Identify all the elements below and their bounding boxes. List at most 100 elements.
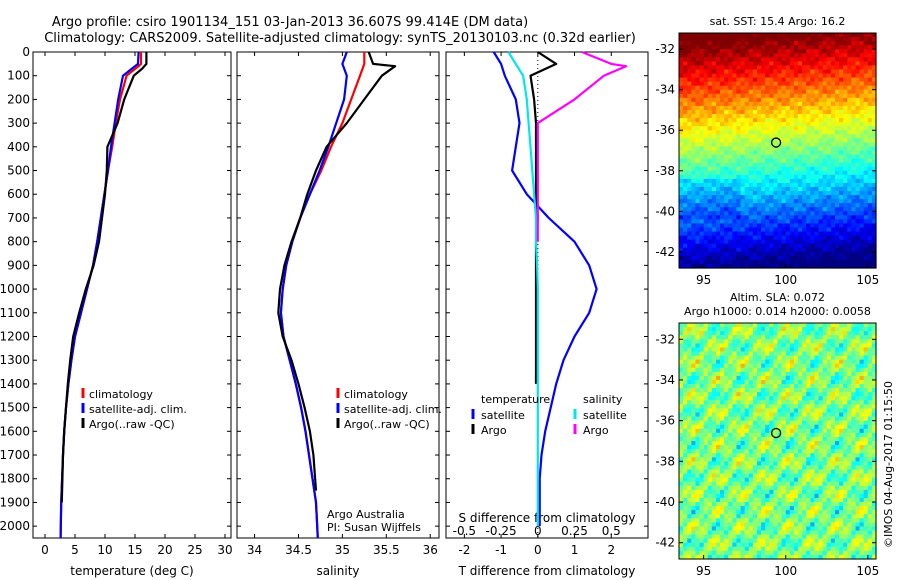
heatmap-cell: [826, 404, 832, 410]
heatmap-cell: [728, 323, 733, 328]
heatmap-cell: [748, 142, 754, 148]
heatmap-cell: [851, 195, 857, 200]
heatmap-cell: [822, 85, 828, 91]
heatmap-cell: [871, 428, 877, 434]
heatmap-cell: [810, 227, 816, 233]
heatmap-cell: [810, 424, 816, 430]
heatmap-cell: [814, 327, 820, 332]
heatmap-cell: [732, 239, 738, 245]
heatmap-cell: [871, 251, 877, 257]
heatmap-cell: [773, 359, 779, 365]
heatmap-cell: [765, 367, 770, 373]
heatmap-cell: [699, 53, 705, 58]
heatmap-cell: [711, 473, 717, 479]
heatmap-cell: [728, 363, 733, 369]
heatmap-cell: [863, 211, 869, 216]
heatmap-cell: [847, 477, 852, 483]
heatmap-cell: [687, 118, 692, 123]
heatmap-cell: [806, 49, 811, 54]
heatmap-cell: [839, 101, 844, 107]
heatmap-cell: [679, 150, 684, 156]
heatmap-cell: [724, 424, 729, 430]
heatmap-cell: [851, 347, 857, 353]
heatmap-cell: [806, 339, 811, 344]
heatmap-cell: [814, 73, 820, 79]
heatmap-cell: [781, 195, 787, 200]
heatmap-cell: [826, 158, 832, 164]
heatmap-cell: [781, 453, 787, 458]
heatmap-cell: [798, 375, 803, 381]
heatmap-cell: [711, 388, 717, 393]
heatmap-cell: [798, 186, 803, 192]
heatmap-cell: [715, 441, 721, 446]
heatmap-cell: [728, 359, 733, 365]
heatmap-cell: [785, 45, 791, 50]
heatmap-cell: [843, 150, 848, 156]
heatmap-cell: [728, 436, 733, 442]
heatmap-cell: [847, 53, 852, 58]
heatmap-cell: [740, 359, 746, 365]
heatmap-cell: [839, 359, 844, 365]
heatmap-cell: [752, 89, 758, 95]
heatmap-cell: [806, 412, 811, 418]
heatmap-cell: [752, 158, 758, 164]
heatmap-cell: [834, 477, 840, 483]
heatmap-cell: [855, 69, 861, 75]
heatmap-cell: [785, 436, 791, 442]
heatmap-cell: [732, 69, 738, 75]
heatmap-cell: [834, 323, 840, 328]
heatmap-cell: [871, 392, 877, 397]
heatmap-cell: [695, 323, 701, 328]
heatmap-cell: [830, 392, 836, 397]
heatmap-cell: [818, 53, 824, 58]
heatmap-cell: [740, 428, 746, 434]
heatmap-cell: [802, 231, 807, 237]
heatmap-cell: [773, 130, 779, 135]
heatmap-cell: [773, 101, 779, 107]
heatmap-cell: [785, 211, 791, 216]
heatmap-cell: [695, 126, 701, 131]
heatmap-cell: [855, 118, 861, 123]
heatmap-cell: [715, 465, 721, 471]
heatmap-cell: [818, 57, 824, 62]
heatmap-cell: [707, 371, 713, 377]
heatmap-cell: [728, 158, 733, 164]
heatmap-cell: [781, 408, 787, 414]
heatmap-cell: [871, 416, 877, 422]
heatmap-cell: [830, 239, 836, 245]
heatmap-cell: [781, 384, 787, 389]
heatmap-cell: [851, 53, 857, 58]
heatmap-cell: [765, 170, 770, 176]
y-tick-label: 1200: [0, 329, 30, 343]
heatmap-cell: [756, 412, 762, 418]
heatmap-cell: [847, 263, 852, 269]
heatmap-cell: [810, 371, 816, 377]
x-tick-label: 30: [217, 543, 232, 557]
heatmap-cell: [707, 485, 713, 491]
legend-label: satellite-adj. clim.: [344, 403, 442, 416]
heatmap-cell: [859, 114, 865, 119]
heatmap-cell: [695, 339, 701, 344]
heatmap-cell: [826, 53, 832, 58]
heatmap-cell: [691, 207, 697, 212]
heatmap-cell: [818, 93, 824, 99]
heatmap-cell: [830, 122, 836, 127]
heatmap-cell: [699, 114, 705, 119]
heatmap-cell: [703, 33, 709, 38]
heatmap-cell: [855, 231, 861, 237]
heatmap-cell: [818, 109, 824, 115]
heatmap-cell: [744, 138, 750, 143]
heatmap-cell: [855, 174, 861, 180]
heatmap-cell: [830, 355, 836, 361]
heatmap-cell: [822, 223, 828, 229]
heatmap-cell: [699, 396, 705, 401]
heatmap-cell: [789, 351, 795, 357]
heatmap-cell: [851, 445, 857, 450]
heatmap-cell: [736, 449, 742, 454]
heatmap-cell: [699, 61, 705, 67]
heatmap-cell: [843, 243, 848, 249]
heatmap-cell: [793, 247, 799, 253]
heatmap-cell: [679, 323, 684, 328]
heatmap-cell: [707, 126, 713, 131]
heatmap-cell: [822, 142, 828, 148]
